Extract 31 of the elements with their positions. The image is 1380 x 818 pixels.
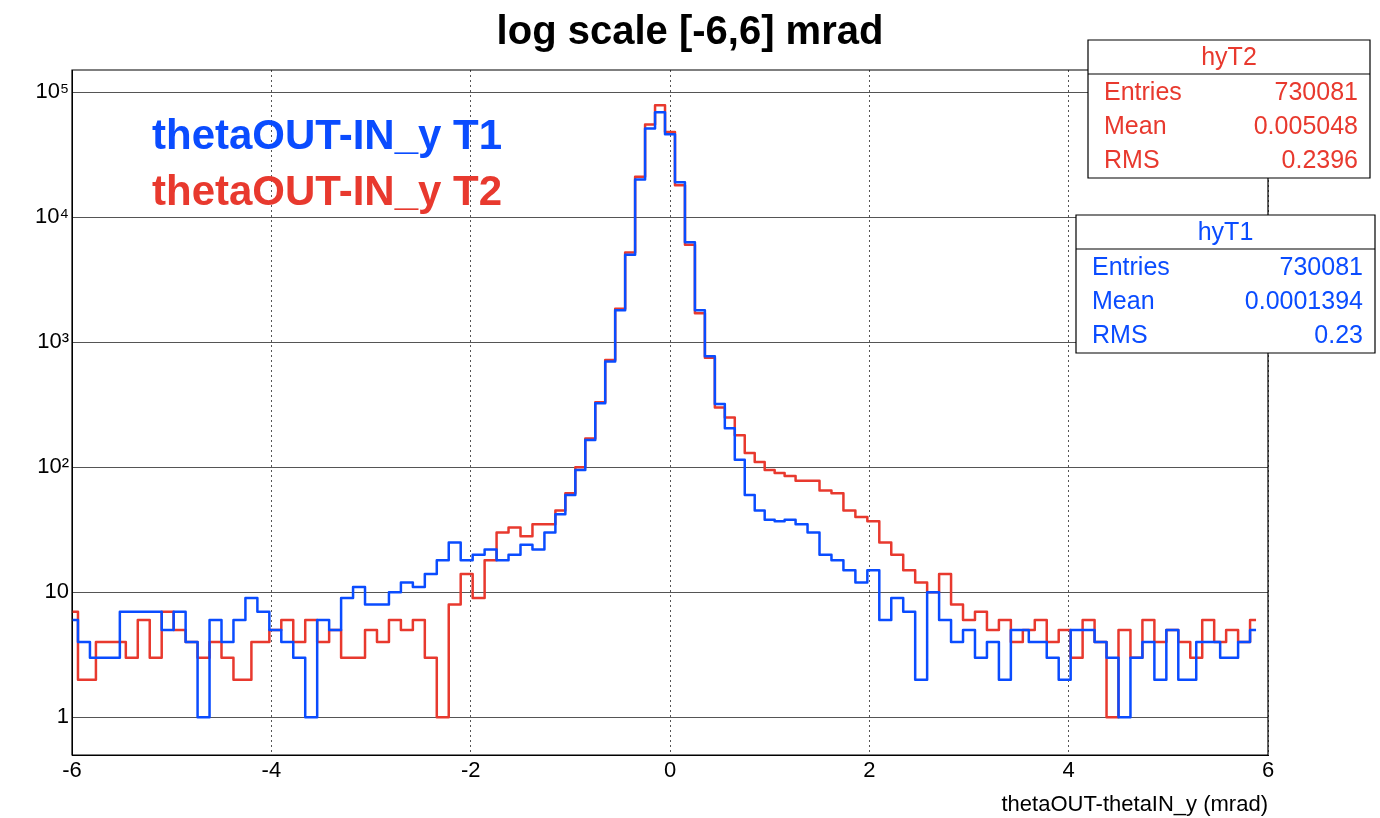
- x-tick-label: 0: [663, 757, 677, 783]
- x-tick-label: -2: [460, 757, 481, 783]
- annotation: RMS: [1092, 319, 1148, 348]
- annotation: 0.005048: [1253, 110, 1358, 139]
- annotation: Mean: [1092, 285, 1155, 314]
- x-tick-label: 4: [1062, 757, 1075, 783]
- y-tick-label: 1: [56, 703, 69, 729]
- x-tick-label: 6: [1261, 757, 1275, 783]
- x-axis-title: thetaOUT-thetaIN_y (mrad): [1001, 790, 1268, 816]
- y-tick-label: 10: [44, 578, 69, 604]
- text: 0.23: [1314, 319, 1363, 348]
- annotation: Mean: [1104, 110, 1167, 139]
- annotation: hyT1: [1197, 216, 1254, 245]
- x-tick-label: -6: [62, 757, 82, 783]
- y-tick-label: 10³: [37, 328, 69, 354]
- y-tick-label: 10⁴: [35, 203, 69, 229]
- text: thetaOUT-IN_y T1: [152, 110, 503, 158]
- text: 730081: [1274, 76, 1358, 105]
- annotation: Entries: [1104, 76, 1182, 105]
- x-tick-label: 2: [863, 757, 876, 783]
- text: hyT2: [1201, 41, 1257, 70]
- text: 730081: [1279, 251, 1363, 280]
- y-tick-label: 10⁵: [35, 78, 69, 104]
- text: thetaOUT-IN_y T2: [152, 166, 503, 214]
- annotation: RMS: [1104, 144, 1160, 173]
- y-tick-label: 10²: [37, 453, 69, 479]
- chart-title: log scale [-6,6] mrad: [496, 8, 884, 53]
- annotation: 0.0001394: [1244, 285, 1364, 314]
- text: 0.2396: [1281, 144, 1358, 173]
- annotation: Entries: [1092, 251, 1170, 280]
- x-tick-label: -4: [261, 757, 282, 783]
